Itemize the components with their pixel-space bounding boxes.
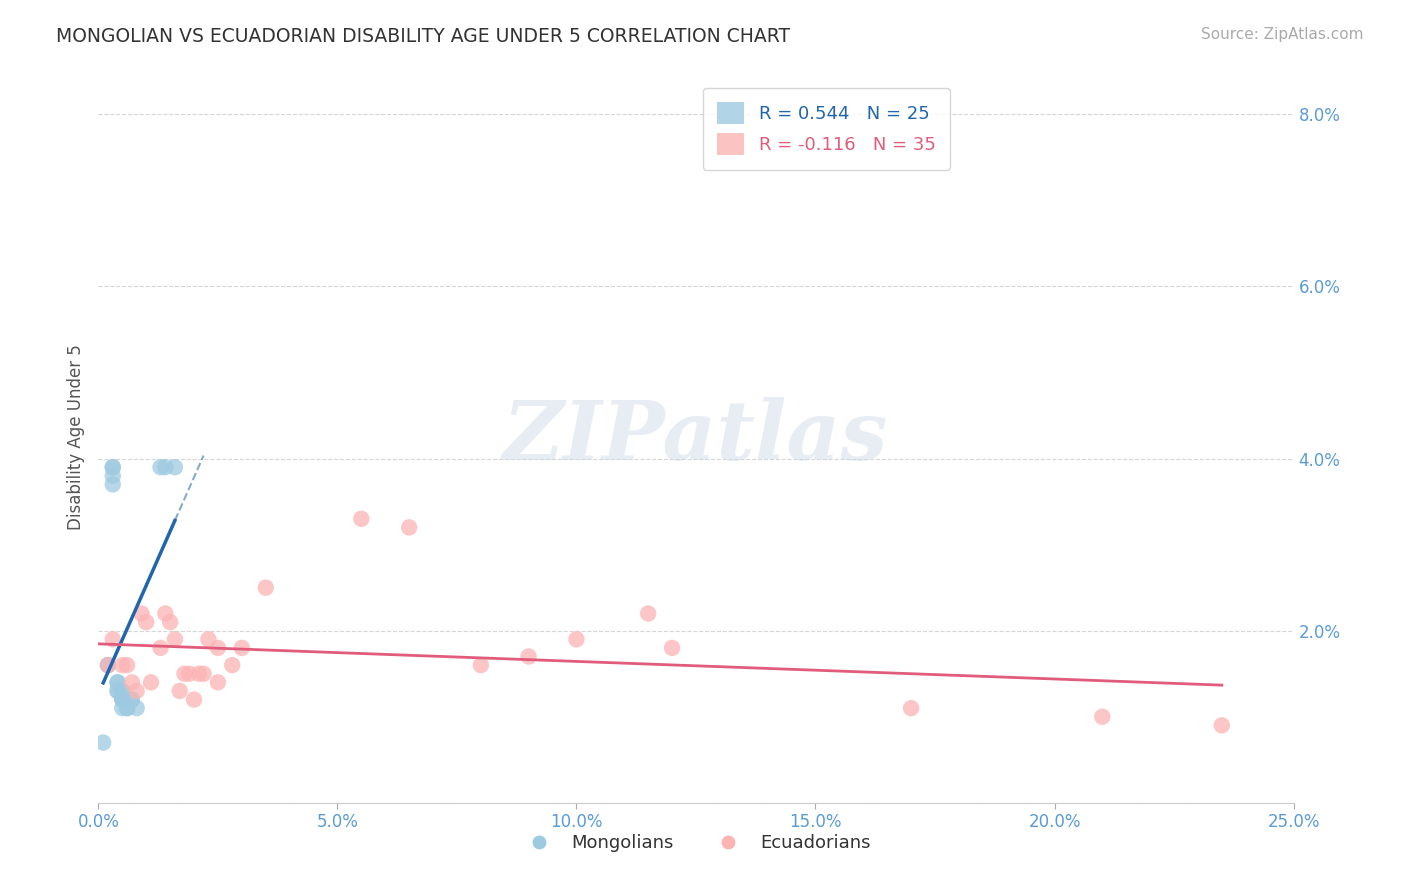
Point	[101, 460, 124, 475]
Point	[193, 666, 215, 681]
Point	[900, 701, 922, 715]
Point	[101, 477, 124, 491]
Point	[637, 607, 659, 621]
Point	[149, 460, 172, 475]
Point	[183, 692, 205, 706]
Point	[179, 666, 201, 681]
Point	[254, 581, 277, 595]
Point	[207, 675, 229, 690]
Point	[111, 684, 134, 698]
Point	[135, 615, 157, 629]
Point	[565, 632, 588, 647]
Point	[101, 632, 124, 647]
Point	[187, 666, 209, 681]
Point	[125, 684, 148, 698]
Point	[139, 675, 162, 690]
Point	[107, 675, 129, 690]
Point	[111, 701, 134, 715]
Point	[107, 684, 129, 698]
Point	[121, 675, 143, 690]
Point	[115, 701, 138, 715]
Point	[111, 692, 134, 706]
Point	[155, 460, 177, 475]
Point	[107, 675, 129, 690]
Point	[125, 701, 148, 715]
Text: ZIPatlas: ZIPatlas	[503, 397, 889, 477]
Point	[115, 658, 138, 673]
Point	[121, 692, 143, 706]
Point	[101, 460, 124, 475]
Point	[111, 692, 134, 706]
Text: MONGOLIAN VS ECUADORIAN DISABILITY AGE UNDER 5 CORRELATION CHART: MONGOLIAN VS ECUADORIAN DISABILITY AGE U…	[56, 27, 790, 45]
Point	[221, 658, 243, 673]
Point	[197, 632, 219, 647]
Point	[131, 607, 153, 621]
Point	[163, 460, 186, 475]
Legend: Mongolians, Ecuadorians: Mongolians, Ecuadorians	[513, 827, 879, 860]
Point	[517, 649, 540, 664]
Point	[159, 615, 181, 629]
Point	[1091, 710, 1114, 724]
Point	[115, 701, 138, 715]
Point	[661, 640, 683, 655]
Point	[149, 640, 172, 655]
Point	[91, 735, 114, 749]
Point	[163, 632, 186, 647]
Point	[111, 692, 134, 706]
Text: Source: ZipAtlas.com: Source: ZipAtlas.com	[1201, 27, 1364, 42]
Point	[111, 684, 134, 698]
Point	[107, 684, 129, 698]
Point	[121, 692, 143, 706]
Point	[231, 640, 253, 655]
Point	[207, 640, 229, 655]
Point	[155, 607, 177, 621]
Point	[97, 658, 120, 673]
Point	[97, 658, 120, 673]
Point	[398, 520, 420, 534]
Point	[173, 666, 195, 681]
Point	[1211, 718, 1233, 732]
Point	[111, 658, 134, 673]
Point	[101, 468, 124, 483]
Point	[97, 658, 120, 673]
Y-axis label: Disability Age Under 5: Disability Age Under 5	[66, 344, 84, 530]
Point	[169, 684, 191, 698]
Point	[470, 658, 492, 673]
Point	[350, 512, 373, 526]
